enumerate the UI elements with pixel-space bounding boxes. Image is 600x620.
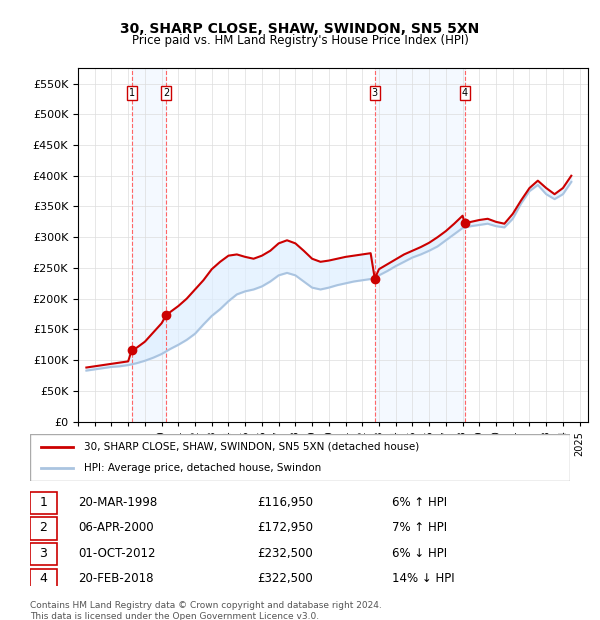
Text: 7% ↑ HPI: 7% ↑ HPI: [392, 521, 447, 534]
Text: 6% ↓ HPI: 6% ↓ HPI: [392, 547, 447, 560]
Text: 20-FEB-2018: 20-FEB-2018: [79, 572, 154, 585]
Text: 1: 1: [129, 88, 135, 98]
Text: 30, SHARP CLOSE, SHAW, SWINDON, SN5 5XN (detached house): 30, SHARP CLOSE, SHAW, SWINDON, SN5 5XN …: [84, 441, 419, 451]
Text: 14% ↓ HPI: 14% ↓ HPI: [392, 572, 454, 585]
Text: £116,950: £116,950: [257, 495, 313, 508]
FancyBboxPatch shape: [30, 543, 57, 565]
Bar: [132, 68, 166, 422]
FancyBboxPatch shape: [30, 434, 570, 481]
Text: £322,500: £322,500: [257, 572, 313, 585]
FancyBboxPatch shape: [30, 569, 57, 591]
Text: 6% ↑ HPI: 6% ↑ HPI: [392, 495, 447, 508]
Text: 1: 1: [40, 495, 47, 508]
FancyBboxPatch shape: [30, 517, 57, 540]
Text: 4: 4: [40, 572, 47, 585]
Text: HPI: Average price, detached house, Swindon: HPI: Average price, detached house, Swin…: [84, 463, 321, 473]
Text: 2: 2: [40, 521, 47, 534]
Text: Price paid vs. HM Land Registry's House Price Index (HPI): Price paid vs. HM Land Registry's House …: [131, 34, 469, 47]
Text: 06-APR-2000: 06-APR-2000: [79, 521, 154, 534]
Text: 3: 3: [372, 88, 378, 98]
Bar: [375, 68, 465, 422]
Text: £232,500: £232,500: [257, 547, 313, 560]
Text: 2: 2: [163, 88, 169, 98]
Text: 20-MAR-1998: 20-MAR-1998: [79, 495, 158, 508]
Text: 4: 4: [462, 88, 468, 98]
Text: Contains HM Land Registry data © Crown copyright and database right 2024.
This d: Contains HM Land Registry data © Crown c…: [30, 601, 382, 620]
Text: £172,950: £172,950: [257, 521, 313, 534]
FancyBboxPatch shape: [30, 492, 57, 515]
Text: 3: 3: [40, 547, 47, 560]
Text: 30, SHARP CLOSE, SHAW, SWINDON, SN5 5XN: 30, SHARP CLOSE, SHAW, SWINDON, SN5 5XN: [121, 22, 479, 36]
Text: 01-OCT-2012: 01-OCT-2012: [79, 547, 156, 560]
